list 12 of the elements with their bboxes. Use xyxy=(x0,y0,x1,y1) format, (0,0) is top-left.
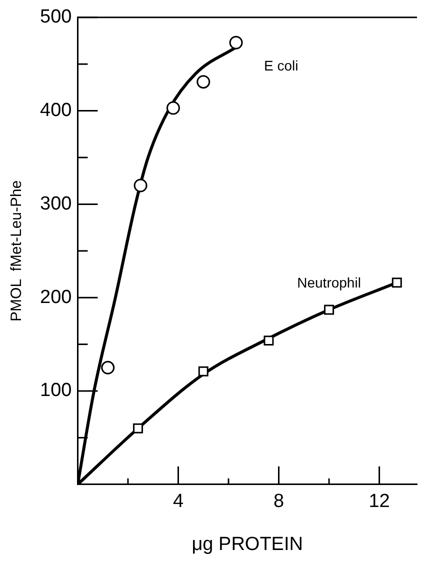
y-tick-label: 300 xyxy=(40,193,72,214)
y-axis-title: PMOL fMet-Leu-Phe xyxy=(8,180,26,322)
x-tick-label: 8 xyxy=(273,491,284,512)
y-tick-label: 100 xyxy=(40,380,72,402)
x-tick-label: 12 xyxy=(368,491,390,512)
series-label: E coli xyxy=(264,58,298,74)
y-tick-label: 200 xyxy=(40,286,72,308)
x-tick-label: 4 xyxy=(172,491,184,512)
series-label: Neutrophil xyxy=(297,274,361,291)
x-axis-title: μg PROTEIN xyxy=(192,534,303,555)
y-tick-label: 500 xyxy=(40,6,72,28)
y-tick-label: 400 xyxy=(40,100,72,122)
